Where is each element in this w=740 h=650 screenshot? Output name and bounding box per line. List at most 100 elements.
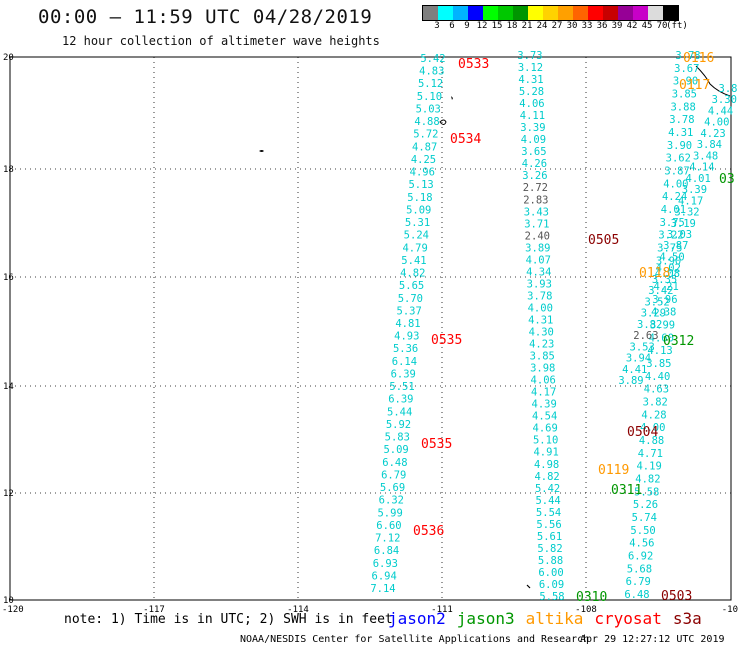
wave-height-value: 2.83	[523, 194, 548, 206]
longitude-tick-label: -114	[287, 605, 309, 615]
legend-item-jason3: jason3	[456, 609, 515, 628]
wave-height-value: 3.78	[527, 290, 552, 302]
wave-height-value: 4.08	[655, 268, 680, 280]
wave-height-value: 4.41	[622, 364, 647, 376]
wave-height-value: 4.28	[641, 409, 666, 421]
wave-height-value: 3.62	[666, 153, 691, 165]
wave-height-value: 3.8	[719, 83, 738, 95]
wave-height-value: 3.82	[643, 397, 668, 409]
color-scale-tick-label: 45	[641, 21, 653, 31]
wave-height-value: 5.44	[535, 495, 560, 507]
wave-height-value: 2.72	[523, 182, 548, 194]
wave-height-value: 5.31	[405, 217, 430, 229]
wave-height-value: 4.56	[629, 538, 654, 550]
generated-timestamp: Apr 29 12:27:12 UTC 2019	[580, 634, 725, 645]
wave-height-value: 3.71	[524, 218, 549, 230]
wave-height-value: 3.85	[530, 351, 555, 363]
wave-height-value: 5.09	[406, 204, 431, 216]
wave-height-value: 4.23	[700, 128, 725, 140]
color-scale-tick-label: 24	[536, 21, 548, 31]
wave-height-value: 4.21	[653, 281, 678, 293]
wave-height-value: 5.69	[380, 482, 405, 494]
wave-height-value: 5.12	[418, 78, 443, 90]
color-scale-tick-label: 70	[656, 21, 668, 31]
wave-height-value: 5.10	[533, 435, 558, 447]
wave-height-value: 4.96	[410, 167, 435, 179]
wave-height-value: 5.50	[630, 525, 655, 537]
wave-height-value: 2.40	[525, 230, 550, 242]
wave-height-value: 4.69	[533, 423, 558, 435]
map-grid	[9, 56, 732, 601]
color-swatch	[663, 6, 678, 20]
island-outline	[526, 584, 531, 589]
pass-time-label: 0534	[450, 132, 481, 147]
time-labels: 0533 0534 0535 0535 0536 0505 0504 0503 0116 0117…	[413, 51, 735, 605]
wave-height-value: 5.56	[536, 519, 561, 531]
wave-height-value: 4.71	[638, 448, 663, 460]
wave-height-value: 6.48	[624, 589, 649, 601]
wave-height-value: 4.50	[659, 251, 684, 263]
wave-height-value: 5.83	[385, 432, 410, 444]
island-outline	[439, 119, 447, 125]
wave-height-value: 5.99	[377, 507, 402, 519]
pass-time-label: 0535	[431, 333, 462, 348]
color-swatch	[468, 6, 483, 20]
color-swatch	[558, 6, 573, 20]
wave-height-value: 5.10	[417, 91, 442, 103]
wave-height-value: 5.88	[538, 555, 563, 567]
wave-height-value: 4.98	[534, 459, 559, 471]
wave-height-value: 3.65	[521, 146, 546, 158]
wave-height-value: 4.13	[647, 345, 672, 357]
wave-height-value: 5.51	[389, 381, 414, 393]
wave-height-value: 3.19	[671, 218, 696, 230]
wave-height-value: 3.87	[663, 240, 688, 252]
wave-height-value: 5.68	[627, 563, 652, 575]
wave-height-value: 3.84	[697, 139, 722, 151]
pass-time-label: 03	[719, 172, 735, 187]
wave-height-value: 6.14	[392, 356, 417, 368]
wave-height-value: 5.92	[386, 419, 411, 431]
wave-height-value: 4.40	[645, 371, 670, 383]
coastline	[259, 65, 731, 589]
map-title: 00:00 – 11:59 UTC 04/28/2019	[38, 6, 373, 28]
wave-height-value: 4.91	[533, 447, 558, 459]
wave-height-value: 3.85	[646, 358, 671, 370]
longitude-tick-label: -108	[575, 605, 597, 615]
coastline-segment	[695, 65, 731, 97]
wave-height-value: 3.93	[527, 278, 552, 290]
wave-height-value: 4.39	[532, 399, 557, 411]
latitude-tick-label: 20	[3, 53, 14, 63]
wave-height-value: 3.32	[674, 207, 699, 219]
wave-height-value: 2.63	[633, 330, 658, 342]
pass-time-label: 0533	[458, 57, 489, 72]
wave-height-value: 6.48	[382, 457, 407, 469]
wave-height-value: 4.88	[639, 435, 664, 447]
color-swatch	[438, 6, 453, 20]
wave-height-value: 3.75	[660, 217, 685, 229]
pass-time-label: 0118	[639, 266, 670, 281]
pass-time-label: 0504	[627, 425, 658, 440]
wave-height-value: 5.70	[398, 293, 423, 305]
wave-height-value: 5.13	[408, 179, 433, 191]
wave-height-value: 5.42	[535, 483, 560, 495]
color-scale-tick-label: 9	[464, 21, 470, 31]
color-scale-bar	[422, 5, 679, 21]
satellite-legend: jason2 jason3 altika cryosat s3a	[388, 609, 713, 628]
longitude-tick-label: -117	[143, 605, 165, 615]
wave-height-value: 4.02	[656, 263, 681, 275]
wave-height-value: 5.36	[393, 343, 418, 355]
island-outline	[259, 150, 264, 152]
wave-height-value: 3.03	[667, 229, 692, 241]
wave-height-value: 3.22	[658, 230, 683, 242]
wave-height-value: 7.14	[370, 583, 395, 595]
legend-item-jason2: jason2	[388, 609, 446, 628]
map-frame	[9, 56, 732, 601]
pass-time-label: 0119	[598, 463, 629, 478]
island-outline	[451, 96, 453, 100]
map-subtitle: 12 hour collection of altimeter wave hei…	[62, 34, 380, 48]
wave-height-value: 6.00	[538, 567, 563, 579]
color-swatch	[528, 6, 543, 20]
wave-height-value: 3.30	[712, 94, 737, 106]
wave-height-value: 3.26	[522, 170, 547, 182]
wave-height-value: 4.23	[529, 339, 554, 351]
